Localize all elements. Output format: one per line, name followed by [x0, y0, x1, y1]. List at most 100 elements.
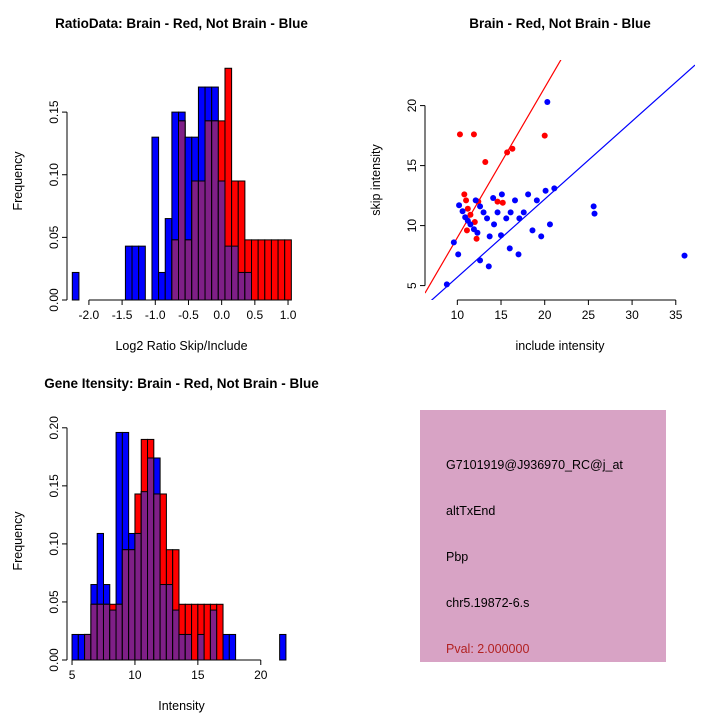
not-brain-point: [472, 197, 479, 204]
hist-bar-overlap: [165, 584, 174, 661]
hist-bar-overlap: [115, 603, 123, 661]
hist-bar-red: [251, 239, 259, 301]
y-tick-label: 0.15: [47, 474, 61, 498]
x-axis-label: Intensity: [158, 699, 205, 713]
hist-bar-blue: [151, 136, 160, 301]
hist-bar-overlap: [134, 532, 142, 661]
hist-bar-overlap: [217, 180, 226, 301]
brain-point: [504, 149, 511, 156]
not-brain-point: [591, 210, 598, 217]
not-brain-point: [486, 233, 493, 240]
not-brain-point: [459, 208, 466, 215]
y-tick-label: 0.00: [47, 648, 61, 672]
not-brain-point: [525, 191, 532, 198]
blue-fit-line: [430, 64, 695, 300]
panel-gene-info: G7101919@J936970_RC@j_at altTxEnd Pbp ch…: [360, 360, 720, 720]
not-brain-point: [455, 251, 462, 258]
brain-point: [463, 197, 470, 204]
not-brain-point: [512, 197, 518, 204]
not-brain-point: [538, 233, 545, 240]
not-brain-point: [474, 229, 481, 236]
brain-point: [471, 219, 478, 225]
x-tick-label: -1.5: [112, 308, 133, 322]
not-brain-point: [480, 209, 487, 216]
x-tick-label: -1.0: [145, 308, 166, 322]
not-brain-point: [450, 239, 457, 246]
hist-bar-overlap: [109, 609, 117, 661]
hist-bar-blue: [138, 245, 146, 301]
y-tick-label: 0.00: [47, 288, 61, 312]
hist-bar-overlap: [184, 633, 193, 661]
not-brain-point: [456, 202, 463, 209]
gene-intensity-histogram-chart: 5 10 15 20 0.00 0.05 0.10 0.15 0.20 Gene Itensity…: [11, 376, 319, 713]
hist-bar-blue: [131, 245, 140, 301]
brain-point: [541, 132, 548, 139]
intensity-scatter-chart: 10 15 20 25 30 35 5 10 15 20 Brain - Red, Not Brai…: [369, 16, 695, 353]
hist-bar-blue: [164, 218, 173, 301]
pval-line: Pval: 2.000000: [446, 642, 530, 656]
hist-bar-red: [284, 239, 292, 301]
hist-bar-overlap: [140, 491, 149, 661]
hist-bar-overlap: [184, 239, 193, 301]
hist-bar-blue: [279, 633, 287, 661]
hist-bar-overlap: [224, 245, 233, 301]
hist-bar-overlap: [237, 271, 246, 301]
not-brain-point: [490, 195, 497, 201]
y-tick-label: 0.20: [47, 416, 61, 440]
y-axis-label: Frequency: [11, 151, 25, 211]
not-brain-point: [681, 252, 688, 259]
not-brain-point: [491, 221, 498, 228]
chart-title: Gene Itensity: Brain - Red, Not Brain - …: [44, 376, 319, 391]
hist-bar-overlap: [204, 120, 213, 301]
hist-bar-red: [191, 603, 199, 661]
hist-bar-red: [203, 603, 211, 661]
hist-bar-blue: [77, 633, 86, 661]
brain-point: [470, 131, 477, 138]
hist-bar-overlap: [211, 120, 219, 301]
not-brain-point: [533, 197, 540, 204]
hist-bar-overlap: [191, 180, 199, 301]
x-tick-label: 25: [582, 308, 596, 322]
brain-point: [499, 199, 506, 206]
not-brain-point: [516, 215, 523, 222]
y-tick-label: 0.05: [47, 225, 61, 249]
y-tick-label: 15: [405, 159, 419, 173]
hist-bar-blue: [222, 633, 230, 661]
x-tick-label: 5: [69, 668, 76, 682]
x-tick-label: 0.0: [213, 308, 230, 322]
y-axis-label: Frequency: [11, 511, 25, 571]
chart-title: Brain - Red, Not Brain - Blue: [469, 16, 651, 31]
probe-id-text: G7101919@J936970_RC@j_at: [446, 458, 623, 472]
not-brain-point: [485, 263, 492, 270]
hist-bar-overlap: [231, 245, 239, 301]
hist-bar-blue: [158, 271, 166, 301]
hist-bar-blue: [228, 633, 237, 661]
y-tick-label: 0.05: [47, 590, 61, 614]
x-tick-label: 20: [538, 308, 552, 322]
brain-point: [464, 205, 471, 212]
y-tick-label: 0.10: [47, 532, 61, 556]
hist-bar-overlap: [153, 493, 161, 661]
not-brain-point: [498, 191, 505, 198]
x-tick-label: 35: [669, 308, 683, 322]
gene-symbol-text: Pbp: [446, 550, 469, 564]
x-tick-label: 10: [128, 668, 142, 682]
x-tick-label: 0.5: [247, 308, 264, 322]
y-tick-label: 20: [405, 99, 419, 113]
x-tick-label: 30: [625, 308, 639, 322]
hist-bar-red: [257, 239, 266, 301]
brain-point: [509, 145, 516, 152]
location-text: chr5.19872-6.s: [446, 596, 530, 610]
hist-bar-overlap: [128, 549, 136, 661]
not-brain-point: [544, 99, 551, 105]
x-tick-label: -2.0: [79, 308, 100, 322]
not-brain-point: [467, 221, 474, 228]
hist-bar-blue: [124, 245, 133, 301]
x-tick-label: 1.0: [280, 308, 297, 322]
hist-bar-overlap: [90, 603, 98, 661]
y-tick-label: 10: [405, 219, 419, 233]
brain-point: [461, 191, 468, 198]
not-brain-point: [515, 251, 522, 258]
not-brain-point: [520, 209, 527, 216]
